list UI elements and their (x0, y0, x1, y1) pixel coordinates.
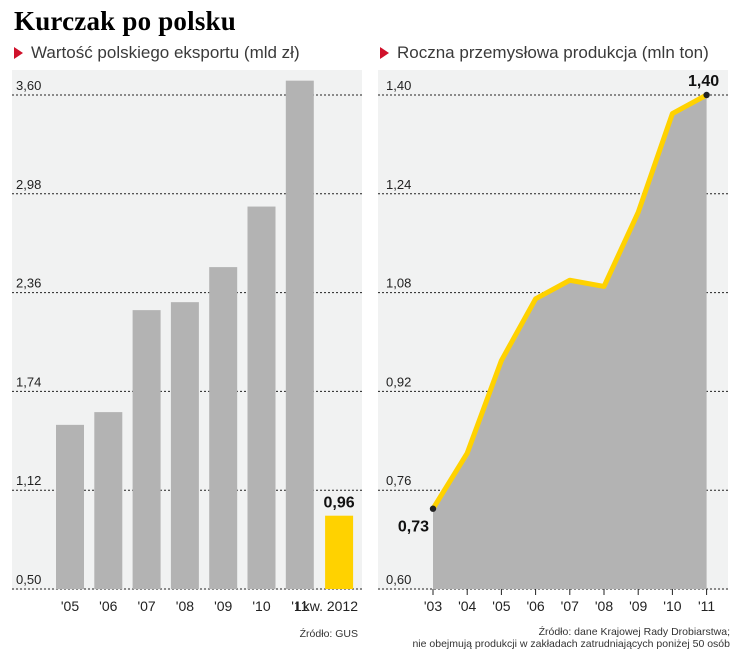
left-x-tick-label: '05 (61, 598, 79, 614)
left-x-tick-label: '09 (214, 598, 232, 614)
right-x-tick-label: '03 (424, 598, 442, 614)
right-chart-title: Roczna przemysłowa produkcja (mln ton) (380, 43, 709, 63)
left-y-tick-label: 1,12 (16, 473, 41, 488)
export-bar (132, 310, 161, 589)
left-x-tick-label: I kw. 2012 (295, 598, 358, 614)
production-endpoint (429, 505, 437, 512)
right-x-tick-label: '09 (629, 598, 647, 614)
production-data-label: 0,73 (398, 519, 429, 536)
right-source-line-2: nie obejmują produkcji w zakładach zatru… (412, 638, 730, 650)
right-x-tick-label: '04 (458, 598, 476, 614)
right-x-tick-label: '06 (526, 598, 544, 614)
export-bar-chart: 0,50 1,12 1,74 2,36 2,98 3,60 '05 '06 '07 '08 '09 '… (12, 78, 362, 614)
left-x-tick-label: '07 (137, 598, 155, 614)
right-x-tick-label: '07 (561, 598, 579, 614)
red-triangle-icon (380, 47, 389, 59)
left-x-tick-label: '11 (291, 598, 308, 614)
production-data-label: 1,40 (688, 73, 719, 90)
left-y-tick-label: 1,74 (16, 374, 41, 389)
right-x-tick-label: '10 (663, 598, 681, 614)
left-x-tick-label: '06 (99, 598, 117, 614)
left-y-tick-label: 2,36 (16, 276, 41, 291)
right-source: Źródło: dane Krajowej Rady Drobiarstwa; … (360, 626, 730, 650)
left-x-tick-label: '10 (252, 598, 270, 614)
right-y-tick-label: 1,24 (386, 177, 411, 192)
left-y-tick-label: 3,60 (16, 78, 41, 93)
right-x-tick-label: '05 (492, 598, 510, 614)
production-area (433, 95, 707, 589)
right-x-tick-label: '11 (698, 598, 715, 614)
export-bar (170, 302, 199, 589)
left-source: Źródło: GUS (299, 628, 358, 640)
production-endpoint (703, 91, 710, 99)
export-data-label: 0,96 (324, 495, 355, 512)
left-chart-title: Wartość polskiego eksportu (mld zł) (14, 43, 300, 63)
export-bar (325, 515, 354, 589)
left-y-tick-label: 0,50 (16, 572, 41, 587)
production-line (430, 92, 710, 512)
left-chart-title-text: Wartość polskiego eksportu (mld zł) (31, 43, 300, 62)
left-y-tick-label: 2,98 (16, 177, 41, 192)
right-y-tick-label: 0,92 (386, 374, 411, 389)
page-title: Kurczak po polsku (14, 6, 236, 36)
right-y-tick-label: 1,40 (386, 78, 411, 93)
production-area-chart: 0,60 0,76 0,92 1,08 1,24 1,40 '03 '04 '05 '06 '07 '… (378, 73, 728, 614)
export-bar (56, 424, 84, 589)
right-y-tick-label: 0,60 (386, 572, 411, 587)
left-x-tick-label: '08 (176, 598, 194, 614)
export-bar (285, 80, 314, 589)
right-y-tick-label: 0,76 (386, 473, 411, 488)
right-source-line-1: Źródło: dane Krajowej Rady Drobiarstwa; (538, 626, 730, 638)
right-x-tick-label: '08 (595, 598, 613, 614)
export-bar (209, 267, 238, 589)
export-bar (94, 412, 123, 589)
export-bar (247, 206, 276, 589)
red-triangle-icon (14, 47, 23, 59)
right-chart-title-text: Roczna przemysłowa produkcja (mln ton) (397, 43, 709, 62)
right-y-tick-label: 1,08 (386, 276, 411, 291)
